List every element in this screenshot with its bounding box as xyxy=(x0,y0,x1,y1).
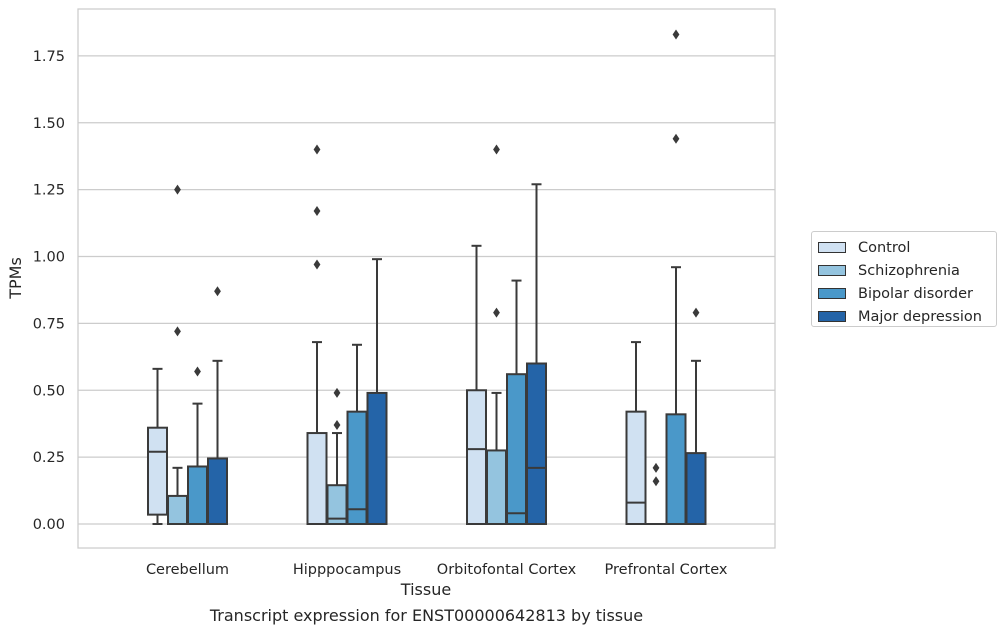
legend-item: Bipolar disorder xyxy=(818,282,996,305)
legend: Control Schizophrenia Bipolar disorder Majo… xyxy=(811,231,997,327)
box-rect xyxy=(187,465,208,525)
x-tick-label: Prefrontal Cortex xyxy=(605,562,728,578)
y-tick-label: 1.25 xyxy=(33,183,65,199)
box-schizophrenia xyxy=(167,184,188,526)
figure-caption: Transcript expression for ENST0000064281… xyxy=(209,606,644,625)
outlier-point xyxy=(174,326,181,337)
y-tick-label: 0.25 xyxy=(33,450,65,466)
outlier-point xyxy=(672,133,680,144)
outlier-point xyxy=(672,29,680,40)
legend-label: Major depression xyxy=(858,308,982,325)
box-major-depression xyxy=(207,286,228,525)
legend-item: Major depression xyxy=(818,305,996,328)
outlier-point xyxy=(652,476,660,487)
box-schizophrenia xyxy=(645,462,667,526)
box-series xyxy=(147,29,707,526)
box-schizophrenia xyxy=(486,144,507,525)
outlier-point xyxy=(214,286,221,297)
box-bipolar-disorder xyxy=(187,366,208,525)
box-rect xyxy=(685,452,707,525)
box-major-depression xyxy=(366,258,388,525)
box-rect xyxy=(147,426,168,516)
outlier-point xyxy=(174,184,181,195)
box-rect xyxy=(625,410,647,525)
x-tick-labels: Cerebellum Hipppocampus Orbitofontal Corte… xyxy=(146,562,728,578)
box-rect xyxy=(526,362,547,525)
plot-frame xyxy=(77,8,776,549)
box-rect xyxy=(346,410,368,525)
x-tick-label: Hipppocampus xyxy=(293,562,401,578)
outlier-point xyxy=(333,387,341,398)
outlier-point xyxy=(333,420,341,431)
x-tick-label: Orbitofontal Cortex xyxy=(437,562,577,578)
outlier-point xyxy=(652,462,660,473)
box-rect xyxy=(366,391,388,525)
x-axis-label: Tissue xyxy=(400,580,451,599)
y-tick-label: 0.50 xyxy=(33,383,65,399)
y-tick-label: 0.75 xyxy=(33,316,65,332)
y-tick-label: 0.00 xyxy=(33,517,65,533)
box-major-depression xyxy=(685,307,707,525)
legend-label: Control xyxy=(858,239,911,256)
box-control xyxy=(625,341,647,525)
legend-swatch xyxy=(818,242,846,253)
gridlines xyxy=(78,55,775,525)
box-rect xyxy=(506,373,527,526)
outlier-point xyxy=(313,144,321,155)
x-tick-label: Cerebellum xyxy=(146,562,229,578)
legend-label: Bipolar disorder xyxy=(858,285,973,302)
y-tick-labels: 0.00 0.25 0.50 0.75 1.00 1.25 1.50 1.75 xyxy=(33,49,65,533)
outlier-point xyxy=(493,144,500,155)
outlier-point xyxy=(194,366,201,377)
legend-label: Schizophrenia xyxy=(858,262,960,279)
box-rect xyxy=(466,389,487,525)
y-tick-label: 1.50 xyxy=(33,116,65,132)
box-control xyxy=(466,244,487,525)
outlier-point xyxy=(692,307,700,318)
box-rect xyxy=(665,413,687,526)
box-rect xyxy=(486,449,507,525)
box-rect xyxy=(306,432,328,525)
box-schizophrenia xyxy=(326,387,348,525)
box-control xyxy=(306,144,328,525)
outlier-point xyxy=(493,307,500,318)
box-rect xyxy=(207,457,228,525)
outlier-point xyxy=(313,259,321,270)
y-tick-label: 1.00 xyxy=(33,250,65,266)
box-rect xyxy=(167,494,188,526)
y-tick-label: 1.75 xyxy=(33,49,65,65)
legend-swatch xyxy=(818,265,846,276)
legend-swatch xyxy=(818,311,846,322)
y-axis-label: TPMs xyxy=(6,257,25,300)
outlier-point xyxy=(313,206,321,217)
box-major-depression xyxy=(526,183,547,525)
box-bipolar-disorder xyxy=(665,29,687,526)
box-bipolar-disorder xyxy=(346,343,368,525)
box-control xyxy=(147,367,168,525)
legend-item: Schizophrenia xyxy=(818,259,996,282)
legend-item: Control xyxy=(818,236,996,259)
box-bipolar-disorder xyxy=(506,279,527,526)
legend-swatch xyxy=(818,288,846,299)
